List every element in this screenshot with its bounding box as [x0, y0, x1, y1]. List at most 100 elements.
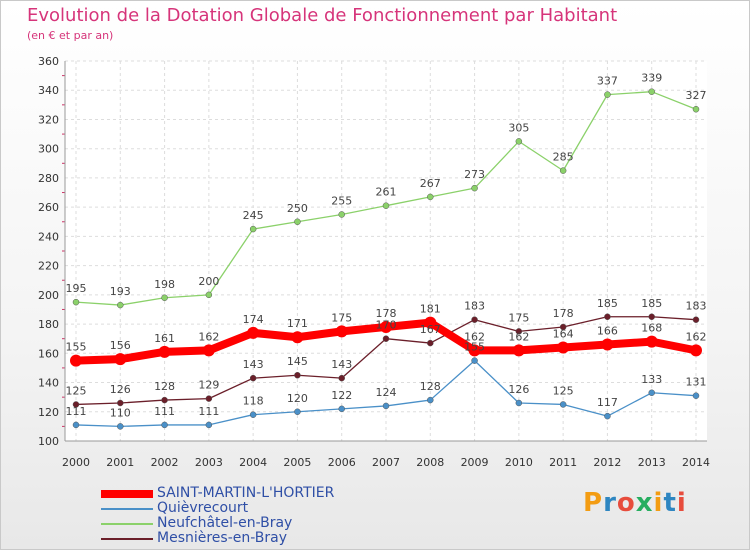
data-point [72, 401, 80, 408]
data-point [512, 344, 525, 357]
y-tick-label: 340 [38, 84, 59, 97]
data-label: 128 [420, 380, 441, 393]
data-label: 117 [597, 396, 618, 409]
y-tick-label: 260 [38, 201, 59, 214]
data-label: 261 [376, 186, 397, 199]
data-point [690, 344, 702, 357]
data-point [158, 345, 171, 358]
data-label: 178 [553, 307, 574, 320]
data-point [692, 316, 700, 323]
data-point [294, 408, 301, 416]
x-tick-label: 2004 [239, 456, 267, 469]
data-label: 171 [287, 317, 308, 330]
data-point [515, 328, 523, 335]
data-label: 198 [154, 278, 175, 291]
x-tick-label: 2000 [62, 456, 90, 469]
data-point [205, 395, 213, 402]
data-label: 145 [287, 355, 308, 368]
y-tick-label: 100 [38, 435, 59, 448]
x-tick-label: 2007 [372, 456, 400, 469]
data-point [648, 389, 655, 397]
legend-label: Quièvrecourt [157, 500, 249, 516]
data-point [247, 326, 260, 339]
y-tick-label: 220 [38, 260, 59, 273]
data-point [559, 323, 567, 331]
x-tick-label: 2001 [106, 456, 134, 469]
data-point [648, 88, 655, 95]
data-point [515, 399, 523, 407]
data-point [249, 225, 257, 233]
data-point [161, 421, 168, 429]
data-point [601, 338, 614, 351]
x-tick-label: 2008 [416, 456, 444, 469]
data-point [161, 294, 168, 302]
legend-swatch [101, 523, 153, 525]
data-label: 155 [66, 341, 87, 354]
legend-item: Mesnières-en-Bray [101, 530, 401, 547]
data-point [380, 321, 392, 333]
data-point [382, 202, 390, 209]
data-label: 195 [66, 282, 87, 295]
x-tick-label: 2011 [549, 456, 577, 469]
y-tick-label: 180 [38, 318, 59, 331]
data-point [471, 184, 478, 192]
data-point [382, 402, 390, 410]
data-label: 122 [331, 389, 352, 402]
y-tick-label: 240 [38, 230, 59, 243]
data-label: 111 [198, 405, 219, 418]
data-label: 120 [287, 392, 308, 405]
data-point [338, 405, 345, 413]
data-point [249, 411, 257, 418]
x-tick-label: 2005 [283, 456, 311, 469]
data-point [202, 344, 215, 357]
data-label: 131 [686, 376, 707, 389]
data-label: 111 [154, 405, 175, 418]
y-tick-label: 160 [38, 347, 59, 360]
data-label: 178 [376, 307, 397, 320]
y-tick-label: 140 [38, 377, 59, 390]
data-label: 166 [597, 325, 618, 338]
data-point [338, 211, 345, 218]
data-point [559, 401, 567, 408]
data-point [692, 392, 700, 399]
data-point [427, 339, 434, 347]
chart-subtitle: (en € et par an) [27, 29, 114, 42]
data-label: 175 [331, 311, 352, 324]
data-point [604, 91, 611, 98]
y-tick-label: 360 [38, 55, 59, 68]
data-label: 162 [686, 330, 707, 343]
data-point [70, 354, 82, 367]
x-tick-label: 2002 [151, 456, 179, 469]
data-label: 129 [198, 379, 219, 392]
legend-swatch [101, 490, 153, 498]
data-label: 126 [110, 383, 131, 396]
data-label: 200 [198, 275, 219, 288]
data-label: 125 [66, 384, 87, 397]
data-point [294, 218, 301, 226]
data-point [72, 421, 80, 429]
legend-swatch [101, 508, 153, 510]
y-tick-label: 200 [38, 289, 59, 302]
data-label: 128 [154, 380, 175, 393]
legend-item: Quièvrecourt [101, 500, 401, 517]
data-point [645, 335, 658, 348]
data-label: 305 [508, 121, 529, 134]
data-label: 168 [641, 322, 662, 335]
x-tick-label: 2012 [593, 456, 621, 469]
data-label: 181 [420, 303, 441, 316]
data-label: 193 [110, 285, 131, 298]
data-label: 126 [508, 383, 529, 396]
data-label: 111 [66, 405, 87, 418]
data-label: 285 [553, 151, 574, 164]
legend: SAINT-MARTIN-L'HORTIER Quièvrecourt Neufch… [101, 485, 401, 547]
data-point [468, 344, 481, 357]
y-tick-label: 280 [38, 172, 59, 185]
x-tick-label: 2003 [195, 456, 223, 469]
data-label: 267 [420, 177, 441, 190]
data-label: 185 [597, 297, 618, 310]
data-point [471, 357, 478, 364]
data-label: 143 [331, 358, 352, 371]
plot-area [65, 61, 707, 441]
data-point [471, 316, 478, 323]
data-label: 273 [464, 168, 485, 181]
